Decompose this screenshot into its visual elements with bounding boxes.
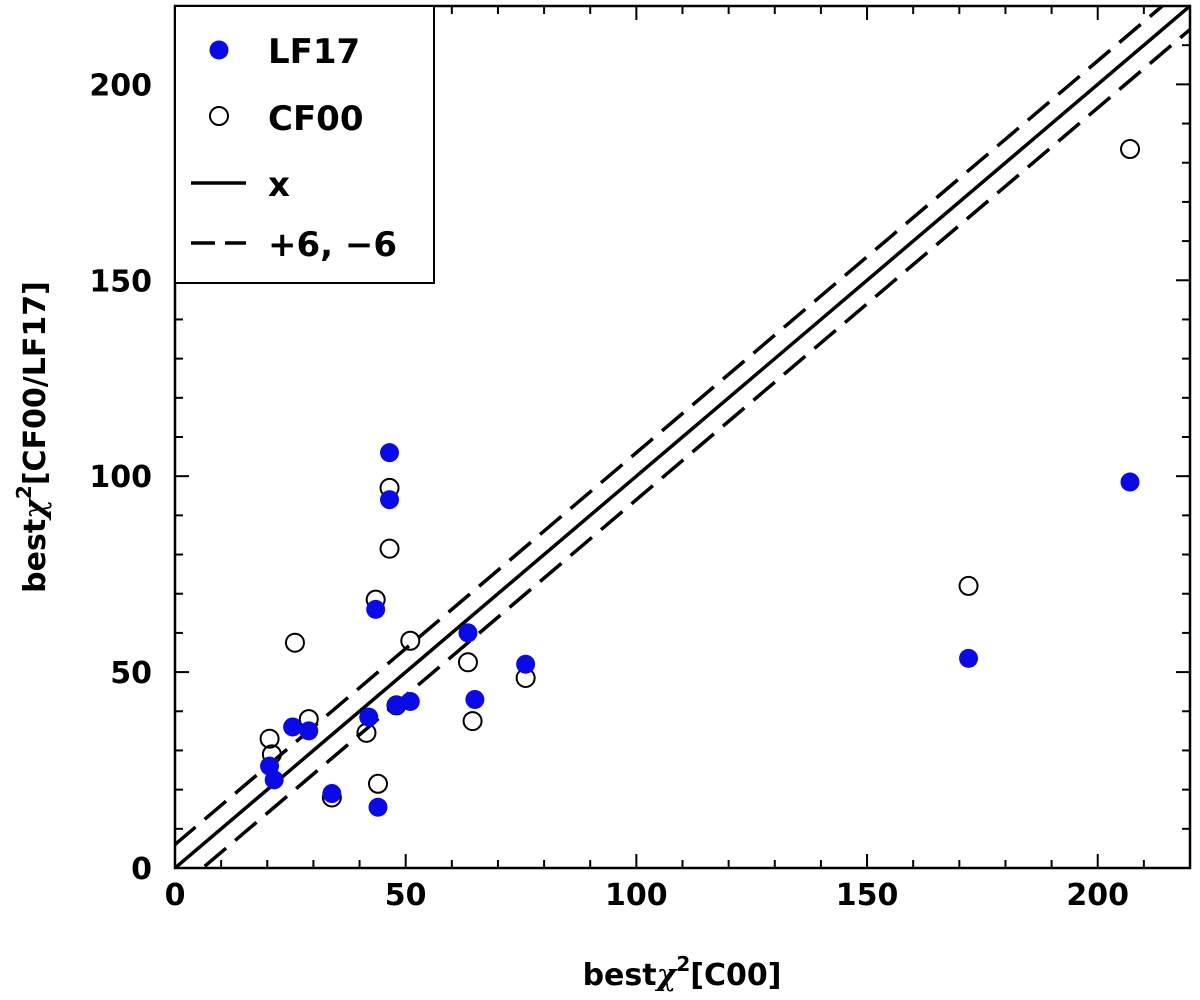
y-axis-title: bestχ2[CF00/LF17] — [12, 281, 53, 593]
lf17-point — [368, 797, 388, 817]
legend-cf00-marker — [209, 106, 229, 126]
lf17-point — [959, 648, 979, 668]
cf00-point — [462, 711, 483, 732]
cf00-point — [1120, 139, 1141, 160]
cf00-point — [259, 728, 280, 749]
x-axis-title: bestχ2[C00] — [583, 952, 782, 993]
y-tick-label: 0 — [131, 852, 152, 887]
cf00-point — [368, 773, 388, 794]
lf17-point — [1120, 472, 1140, 492]
y-tick-label: 200 — [89, 68, 152, 103]
x-tick-label: 100 — [605, 878, 668, 913]
legend-x-label: x — [268, 165, 290, 205]
legend-lf17-marker — [209, 40, 229, 60]
cf00-point — [284, 632, 305, 653]
lf17-point — [299, 721, 319, 741]
lf17-point — [400, 691, 420, 711]
y-tick-label: 150 — [89, 264, 152, 299]
legend: LF17 CF00 x +6, −6 — [174, 5, 435, 284]
cf00-point — [379, 538, 400, 559]
legend-offset-label: +6, −6 — [268, 225, 397, 265]
lf17-point — [366, 599, 386, 619]
y-tick-labels: 0 50 100 150 200 — [89, 68, 152, 887]
lf17-point — [380, 490, 400, 510]
offset-minus-line — [199, 27, 1190, 868]
lf17-point — [465, 690, 485, 710]
x-tick-label: 0 — [165, 878, 186, 913]
legend-cf00-label: CF00 — [268, 99, 364, 139]
lf17-point — [516, 654, 536, 674]
x-tick-labels: 0 50 100 150 200 — [165, 878, 1129, 913]
y-tick-label: 100 — [89, 460, 152, 495]
cf00-point — [457, 652, 478, 673]
lf17-point — [264, 770, 284, 790]
legend-lf17-label: LF17 — [268, 32, 360, 72]
lf17-point — [380, 443, 400, 463]
x-tick-label: 200 — [1066, 878, 1129, 913]
y-tick-label: 50 — [110, 656, 152, 691]
cf00-point — [958, 575, 979, 596]
x-tick-label: 150 — [836, 878, 899, 913]
cf00-point — [400, 630, 421, 651]
offset-plus-line — [175, 6, 1166, 847]
lf17-point — [283, 717, 303, 737]
data-points — [259, 139, 1141, 817]
lf17-point — [359, 707, 379, 727]
x-tick-label: 50 — [385, 878, 427, 913]
lf17-point — [458, 623, 478, 643]
lf17-point — [322, 784, 342, 804]
